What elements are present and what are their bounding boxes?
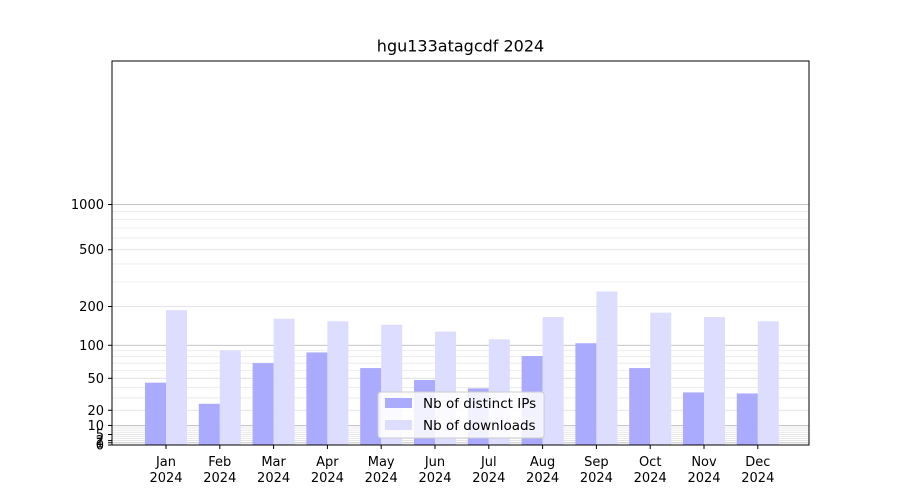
x-tick-label-month: Aug [530,455,555,470]
x-tick-label-month: Sep [584,455,609,470]
bar-distinct-ips [683,392,704,445]
x-tick-label-year: 2024 [526,471,559,486]
bar-downloads [166,310,187,445]
y-tick-label: 10 [87,419,104,434]
y-tick-label: 2 [96,434,104,449]
legend-label-downloads: Nb of downloads [423,418,536,434]
bar-distinct-ips [629,368,651,445]
bar-distinct-ips [360,368,382,445]
legend-label-distinct-ips: Nb of distinct IPs [423,396,536,412]
y-tick-label: 1 [96,436,104,451]
bar-downloads [757,321,779,445]
x-axis: Jan2024Feb2024Mar2024Apr2024May2024Jun20… [149,445,774,486]
x-tick-label-month: Oct [639,455,661,470]
legend-box [377,391,545,439]
x-tick-label-month: Mar [261,455,286,470]
y-tick-label: 1000 [71,198,104,213]
x-tick-label-month: Jan [155,455,176,470]
x-tick-label-month: Nov [691,455,717,470]
bar-downloads [704,317,725,445]
bar-distinct-ips [736,393,758,445]
x-tick-label-year: 2024 [472,471,505,486]
x-tick-label-year: 2024 [741,471,774,486]
x-tick-label-year: 2024 [257,471,290,486]
bar-downloads [327,321,349,445]
x-tick-label-year: 2024 [634,471,667,486]
x-tick-label-month: Jun [424,455,445,470]
x-tick-label-year: 2024 [311,471,344,486]
bar-distinct-ips [252,363,274,445]
x-tick-label-month: May [368,455,395,470]
x-tick-label-year: 2024 [687,471,720,486]
x-tick-label-year: 2024 [149,471,182,486]
x-tick-label-month: Apr [316,455,339,470]
bar-downloads [596,291,618,445]
bar-downloads [219,350,241,445]
bar-distinct-ips [145,382,166,445]
bar-distinct-ips [575,343,597,445]
x-tick-label-year: 2024 [580,471,613,486]
y-tick-label: 20 [87,404,104,419]
y-tick-label: 50 [87,372,104,387]
bar-downloads [650,312,672,445]
legend-swatch-distinct-ips [385,398,412,408]
x-tick-label-month: Feb [208,455,231,470]
x-tick-label-month: Dec [745,455,770,470]
bar-downloads [542,317,564,445]
legend-swatch-downloads [385,420,412,430]
x-tick-label-year: 2024 [203,471,236,486]
legend: Nb of distinct IPs Nb of downloads [377,391,545,439]
y-tick-label: 200 [79,300,104,315]
x-tick-label-month: Jul [480,455,497,470]
plot-frame [111,60,810,446]
bar-downloads [273,318,295,445]
chart-title: hgu133atagcdf 2024 [377,37,544,56]
bar-distinct-ips [198,403,220,445]
x-tick-label-year: 2024 [418,471,451,486]
y-tick-label: 500 [79,243,104,258]
y-tick-label: 0 [96,439,104,454]
x-tick-label-year: 2024 [365,471,398,486]
y-tick-label: 100 [79,339,104,354]
bar-distinct-ips [306,352,328,445]
y-tick-label: 5 [96,428,104,443]
